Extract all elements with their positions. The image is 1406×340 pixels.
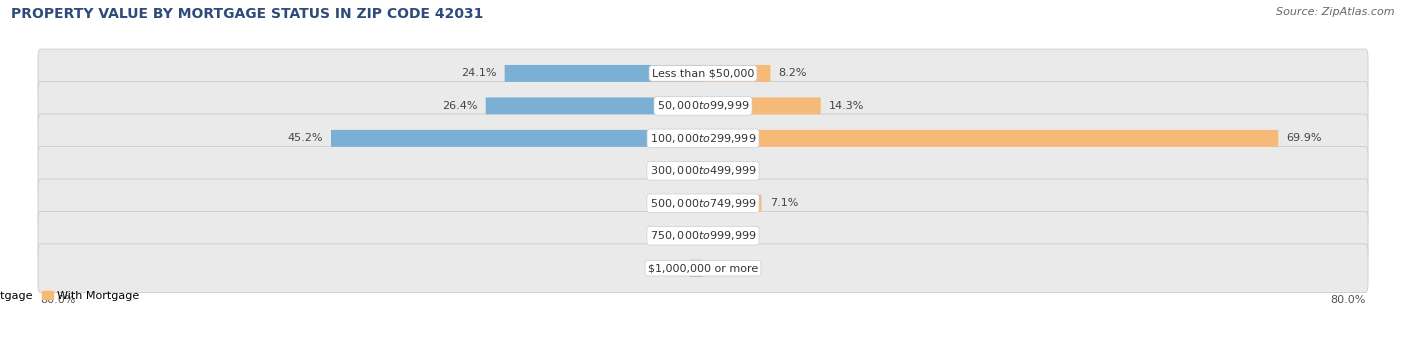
FancyBboxPatch shape (38, 114, 1368, 163)
FancyBboxPatch shape (330, 130, 703, 147)
Text: 0.0%: 0.0% (711, 263, 740, 273)
Text: $100,000 to $299,999: $100,000 to $299,999 (650, 132, 756, 145)
Text: 45.2%: 45.2% (287, 133, 323, 143)
Text: $1,000,000 or more: $1,000,000 or more (648, 263, 758, 273)
Text: 1.6%: 1.6% (654, 263, 682, 273)
Text: 0.36%: 0.36% (657, 198, 692, 208)
Text: 69.9%: 69.9% (1286, 133, 1322, 143)
Text: $50,000 to $99,999: $50,000 to $99,999 (657, 99, 749, 113)
FancyBboxPatch shape (690, 260, 703, 277)
FancyBboxPatch shape (700, 227, 703, 244)
Text: $750,000 to $999,999: $750,000 to $999,999 (650, 229, 756, 242)
FancyBboxPatch shape (700, 195, 703, 212)
Legend: Without Mortgage, With Mortgage: Without Mortgage, With Mortgage (0, 286, 143, 305)
Text: $500,000 to $749,999: $500,000 to $749,999 (650, 197, 756, 210)
FancyBboxPatch shape (703, 65, 770, 82)
Text: 14.3%: 14.3% (830, 101, 865, 111)
FancyBboxPatch shape (38, 179, 1368, 227)
Text: 0.36%: 0.36% (657, 231, 692, 241)
Text: Source: ZipAtlas.com: Source: ZipAtlas.com (1277, 7, 1395, 17)
Text: PROPERTY VALUE BY MORTGAGE STATUS IN ZIP CODE 42031: PROPERTY VALUE BY MORTGAGE STATUS IN ZIP… (11, 7, 484, 21)
Text: 8.2%: 8.2% (779, 68, 807, 79)
Text: 2.0%: 2.0% (650, 166, 678, 176)
Text: Less than $50,000: Less than $50,000 (652, 68, 754, 79)
FancyBboxPatch shape (38, 211, 1368, 260)
FancyBboxPatch shape (505, 65, 703, 82)
FancyBboxPatch shape (485, 98, 703, 114)
Text: 0.51%: 0.51% (716, 166, 751, 176)
FancyBboxPatch shape (703, 163, 707, 179)
FancyBboxPatch shape (38, 49, 1368, 98)
Text: 7.1%: 7.1% (769, 198, 799, 208)
FancyBboxPatch shape (38, 244, 1368, 292)
Text: $300,000 to $499,999: $300,000 to $499,999 (650, 164, 756, 177)
FancyBboxPatch shape (686, 163, 703, 179)
FancyBboxPatch shape (38, 147, 1368, 195)
Text: 0.0%: 0.0% (711, 231, 740, 241)
FancyBboxPatch shape (703, 195, 762, 212)
Text: 26.4%: 26.4% (441, 101, 478, 111)
Text: 80.0%: 80.0% (1330, 295, 1365, 305)
FancyBboxPatch shape (703, 98, 821, 114)
Text: 80.0%: 80.0% (41, 295, 76, 305)
FancyBboxPatch shape (703, 130, 1278, 147)
FancyBboxPatch shape (38, 82, 1368, 130)
Text: 24.1%: 24.1% (461, 68, 496, 79)
